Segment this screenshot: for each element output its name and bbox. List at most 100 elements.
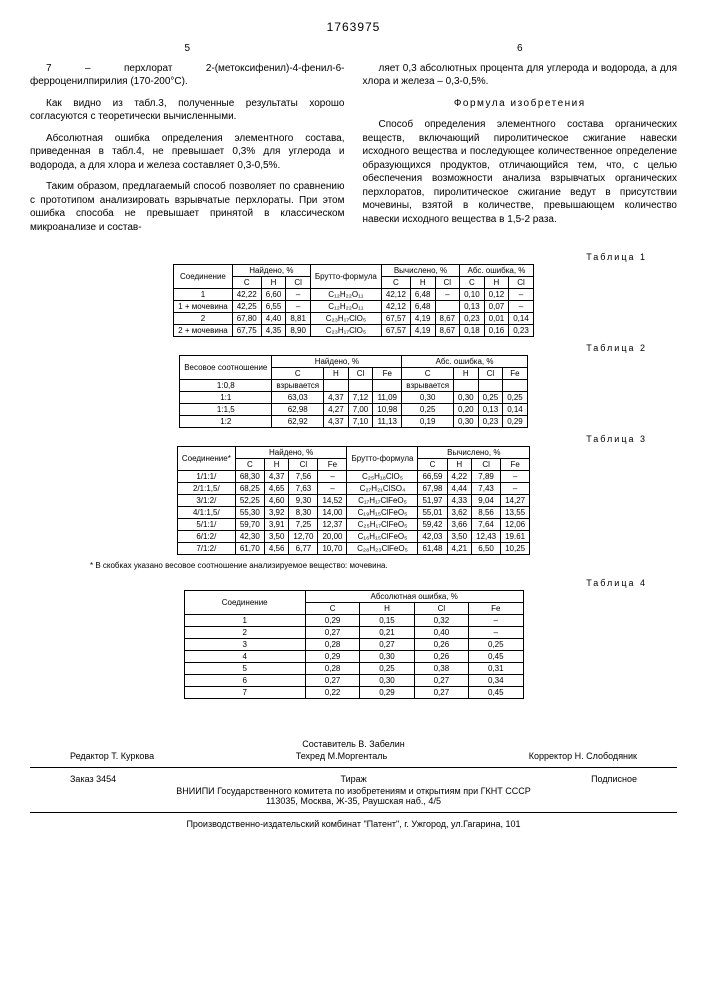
cell: 1	[184, 615, 305, 627]
cell: 1:2	[180, 416, 272, 428]
table-row: 1/1:1/68,304,377,56–C₂₅H₁₈ClO₅66,594,227…	[177, 471, 529, 483]
cell: 10,70	[318, 543, 347, 555]
table-row: 2/1:1,5/68,254,657,63–C₂₇H₂₁ClSO₄67,984,…	[177, 483, 529, 495]
left-column: 5 7 – перхлорат 2-(метоксифенил)-4-фенил…	[30, 42, 345, 242]
cell: 10,25	[501, 543, 530, 555]
cell: 52,25	[235, 495, 264, 507]
cell: C₁₂H₂₂O₁₁	[310, 289, 381, 301]
th: Fe	[501, 459, 530, 471]
cell: C₂₅H₁₈ClO₅	[347, 471, 418, 483]
cell: 0,30	[360, 651, 414, 663]
th: C	[418, 459, 447, 471]
cell: C₁₇H₁₇ClFeO₅	[347, 495, 418, 507]
cell: 19.61	[501, 531, 530, 543]
cell	[373, 380, 402, 392]
cell: 0,29	[503, 416, 528, 428]
cell: 7,64	[472, 519, 501, 531]
cell: 6,48	[410, 301, 435, 313]
cell: 0,25	[503, 392, 528, 404]
cell: 14,27	[501, 495, 530, 507]
cell: 0,30	[454, 416, 479, 428]
cell: 13,55	[501, 507, 530, 519]
cell: 1:1	[180, 392, 272, 404]
table-row: 40,290,300,260,45	[184, 651, 523, 663]
cell: 4,19	[410, 325, 435, 337]
cell: 0,23	[460, 313, 485, 325]
table4-label: Таблица 4	[30, 578, 647, 588]
cell: 0,29	[305, 651, 359, 663]
corrector: Корректор Н. Слободяник	[529, 751, 637, 761]
cell: 0,29	[305, 615, 359, 627]
cell: 4,35	[261, 325, 286, 337]
th: Вычислено, %	[381, 265, 459, 277]
cell: 59,70	[235, 519, 264, 531]
cell: 7,56	[289, 471, 318, 483]
cell: 11,09	[373, 392, 402, 404]
th: Cl	[435, 277, 460, 289]
para: Абсолютная ошибка определения элементног…	[30, 132, 345, 173]
cell: 7,63	[289, 483, 318, 495]
table-row: 1:163,034,377,1211,090,300,300,250,25	[180, 392, 528, 404]
th: Абс. ошибка, %	[402, 356, 527, 368]
text-columns: 5 7 – перхлорат 2-(метоксифенил)-4-фенил…	[30, 42, 677, 242]
th: Cl	[286, 277, 311, 289]
cell: 14,52	[318, 495, 347, 507]
cell: 68,30	[235, 471, 264, 483]
table-row: 1:0,8взрываетсявзрывается	[180, 380, 528, 392]
vniipi: ВНИИПИ Государственного комитета по изоб…	[30, 786, 677, 796]
cell: 0,30	[360, 675, 414, 687]
th: Fe	[318, 459, 347, 471]
col-num-6: 6	[363, 42, 678, 56]
cell: 4,21	[447, 543, 472, 555]
cell: 7,89	[472, 471, 501, 483]
th: Cl	[509, 277, 534, 289]
cell: –	[318, 483, 347, 495]
cell: 4,19	[410, 313, 435, 325]
cell: 0,27	[305, 675, 359, 687]
editor: Редактор Т. Куркова	[70, 751, 154, 761]
table-row: 6/1:2/42,303,5012,7020,00C₁₆H₁₅ClFeO₅42,…	[177, 531, 529, 543]
cell: 4,27	[324, 404, 349, 416]
cell: 0,25	[402, 404, 454, 416]
formula-heading: Формула изобретения	[363, 97, 678, 111]
cell: 4,40	[261, 313, 286, 325]
composer: Составитель В. Забелин	[30, 739, 677, 749]
cell: 2 + мочевина	[174, 325, 233, 337]
cell: 0,28	[305, 663, 359, 675]
cell: 0,30	[454, 392, 479, 404]
th: C	[402, 368, 454, 380]
th: C	[235, 459, 264, 471]
cell: 6/1:2/	[177, 531, 235, 543]
cell: 12,43	[472, 531, 501, 543]
th: H	[447, 459, 472, 471]
table-row: 3/1:2/52,254,609,3014,52C₁₇H₁₇ClFeO₅51,9…	[177, 495, 529, 507]
table-row: 7/1:2/61,704,566,7710,70C₂₈H₂₃ClFeO₅61,4…	[177, 543, 529, 555]
cell: 14,00	[318, 507, 347, 519]
cell: 0,27	[414, 687, 468, 699]
cell: 67,98	[418, 483, 447, 495]
cell: 0,14	[503, 404, 528, 416]
cell: 0,07	[484, 301, 509, 313]
cell	[324, 380, 349, 392]
th: Cl	[289, 459, 318, 471]
table1-label: Таблица 1	[30, 252, 647, 262]
th: Соединение	[174, 265, 233, 289]
cell: 20,00	[318, 531, 347, 543]
th: H	[454, 368, 479, 380]
cell: 6,60	[261, 289, 286, 301]
cell: –	[469, 627, 523, 639]
cell: 4,60	[264, 495, 289, 507]
cell: –	[501, 471, 530, 483]
cell: 55,30	[235, 507, 264, 519]
credits-block: Составитель В. Забелин Редактор Т. Курко…	[30, 739, 677, 829]
cell: 0,34	[469, 675, 523, 687]
para: Как видно из табл.3, полученные результа…	[30, 97, 345, 124]
para: 7 – перхлорат 2-(метоксифенил)-4-фенил-6…	[30, 62, 345, 89]
table-row: 2 + мочевина67,754,358,90C₂₃H₁₇ClO₅67,57…	[174, 325, 534, 337]
th: Fe	[373, 368, 402, 380]
cell: 8,81	[286, 313, 311, 325]
cell: 0,45	[469, 651, 523, 663]
cell: 55,01	[418, 507, 447, 519]
th: H	[484, 277, 509, 289]
cell: 0,30	[402, 392, 454, 404]
